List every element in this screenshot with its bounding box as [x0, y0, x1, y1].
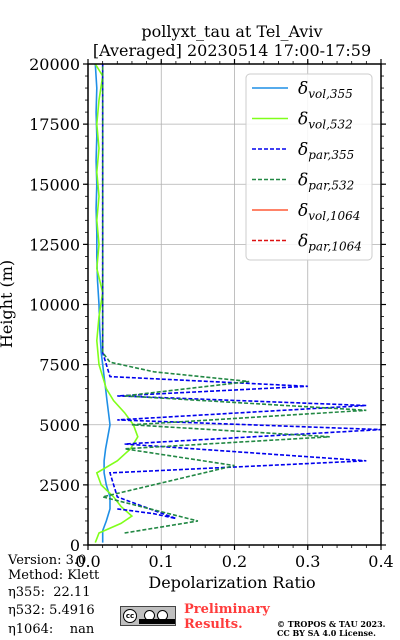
- preliminary-line1: Preliminary: [184, 602, 270, 617]
- y-tick-label: 15000: [29, 175, 80, 194]
- series-line-2: [101, 64, 381, 520]
- version-text: Version: 3.0: [8, 553, 87, 568]
- y-tick-label: 12500: [29, 235, 80, 254]
- preliminary-notice: Preliminary Results.: [184, 602, 270, 632]
- y-tick-label: 17500: [29, 115, 80, 134]
- y-axis-label: Height (m): [0, 260, 16, 348]
- x-tick-label: 0.0: [75, 552, 100, 571]
- legend-label-4: δvol,1064: [298, 201, 360, 223]
- y-tick-label: 20000: [29, 55, 80, 74]
- chart-subtitle: [Averaged] 20230514 17:00-17:59: [92, 41, 372, 60]
- y-tick-label: 10000: [29, 296, 80, 315]
- preliminary-line2: Results.: [184, 617, 243, 632]
- x-tick-label: 0.1: [149, 552, 174, 571]
- eta1064-text: η1064: nan: [8, 622, 95, 637]
- y-tick-label: 7500: [39, 356, 80, 375]
- series-group: [94, 64, 381, 543]
- x-tick-label: 0.3: [295, 552, 320, 571]
- series-line-1: [94, 64, 139, 543]
- license-bar: [139, 619, 175, 624]
- x-axis-label: Depolarization Ratio: [148, 573, 315, 592]
- legend-label-1: δvol,532: [298, 110, 353, 132]
- legend: δvol,355 δvol,532 δpar,355 δpar,532 δvol,106…: [245, 73, 373, 261]
- legend-label-2: δpar,355: [298, 140, 354, 162]
- x-tick-label: 0.2: [222, 552, 247, 571]
- cc-license-logo: cc: [120, 606, 176, 626]
- x-tick-label: 0.4: [368, 552, 393, 571]
- y-tick-label: 0: [70, 536, 80, 555]
- axis-ticks: 0.0 0.1 0.2 0.3 0.4 0 2500 5000 7500 10000 12500 15…: [29, 55, 394, 571]
- eta532-text: η532: 5.4916: [8, 603, 95, 618]
- copyright-line2: CC BY SA 4.0 License.: [277, 628, 376, 638]
- copyright-line1: © TROPOS & TAU 2023.: [277, 619, 386, 629]
- chart-title: pollyxt_tau at Tel_Aviv: [141, 22, 323, 41]
- series-line-3: [101, 64, 367, 534]
- legend-label-3: δpar,532: [298, 171, 354, 193]
- eta355-text: η355: 22.11: [8, 585, 91, 600]
- y-tick-label: 2500: [39, 476, 80, 495]
- legend-label-5: δpar,1064: [298, 232, 362, 254]
- method-text: Method: Klett: [8, 568, 100, 583]
- legend-label-0: δvol,355: [298, 79, 353, 101]
- legend-box: [245, 73, 373, 261]
- y-tick-label: 5000: [39, 416, 80, 435]
- copyright-notice: © TROPOS & TAU 2023. CC BY SA 4.0 Licens…: [277, 620, 385, 638]
- cc-icon: cc: [123, 609, 137, 623]
